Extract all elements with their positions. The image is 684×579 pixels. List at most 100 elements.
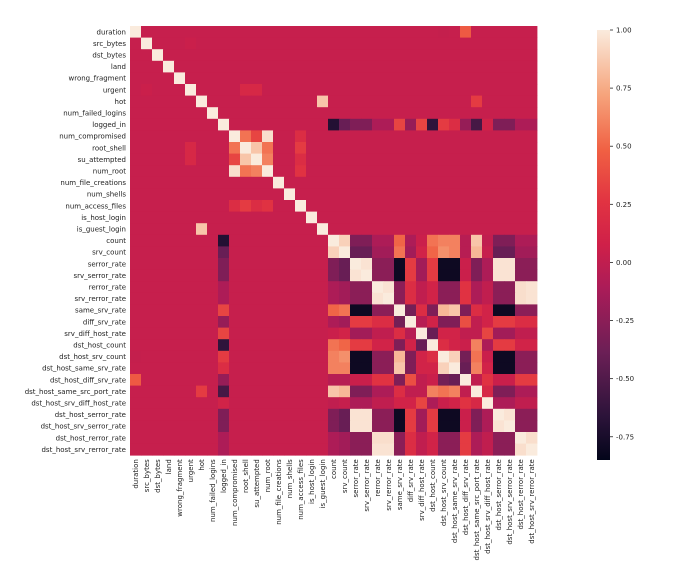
heatmap-cell: [515, 292, 527, 305]
heatmap-cell: [471, 142, 483, 154]
heatmap-cell: [526, 200, 538, 212]
heatmap-cell: [207, 118, 219, 131]
heatmap-cell: [240, 211, 252, 224]
heatmap-cell: [229, 107, 241, 120]
heatmap-cell: [482, 374, 494, 386]
heatmap-cell: [350, 142, 362, 154]
heatmap-cell: [317, 316, 329, 328]
heatmap-cell: [196, 234, 208, 247]
heatmap-cell: [361, 304, 373, 317]
heatmap-cell: [438, 397, 450, 410]
heatmap-cell: [218, 327, 230, 340]
heatmap-cell: [328, 350, 340, 363]
heatmap-cell: [196, 176, 208, 189]
heatmap-cell: [295, 350, 307, 363]
heatmap-cell: [317, 374, 329, 386]
heatmap-cell: [482, 200, 494, 212]
heatmap-cell: [317, 37, 329, 50]
heatmap-cell: [515, 49, 527, 62]
heatmap-cell: [262, 211, 274, 224]
heatmap-cell: [504, 292, 516, 305]
heatmap-cell: [394, 246, 406, 259]
heatmap-cell: [240, 304, 252, 317]
heatmap-cell: [207, 246, 219, 259]
heatmap-cell: [207, 37, 219, 50]
heatmap-cell: [372, 432, 384, 444]
heatmap-cell: [350, 443, 362, 456]
heatmap-cell: [438, 223, 450, 236]
heatmap-cell: [339, 292, 351, 305]
heatmap-cell: [306, 443, 318, 456]
heatmap-cell: [372, 72, 384, 85]
heatmap-cell: [152, 269, 164, 282]
heatmap-cell: [438, 246, 450, 259]
heatmap-cell: [262, 107, 274, 120]
heatmap-cell: [240, 95, 252, 108]
heatmap-cell: [383, 234, 395, 247]
column-label: hot: [198, 459, 206, 471]
heatmap-cell: [339, 72, 351, 85]
heatmap-cell: [152, 72, 164, 85]
heatmap-cell: [196, 246, 208, 259]
heatmap-cell: [372, 118, 384, 131]
heatmap-cell: [339, 269, 351, 282]
heatmap-cell: [196, 211, 208, 224]
heatmap-cell: [416, 72, 428, 85]
heatmap-cell: [240, 60, 252, 73]
heatmap-cell: [229, 385, 241, 398]
heatmap-cell: [251, 118, 263, 131]
heatmap-cell: [460, 188, 472, 201]
heatmap-cell: [471, 130, 483, 143]
heatmap-cell: [339, 304, 351, 317]
heatmap-cell: [471, 118, 483, 131]
heatmap-cell: [504, 142, 516, 154]
heatmap-cell: [284, 200, 296, 212]
heatmap-cell: [394, 374, 406, 386]
heatmap-cell: [449, 432, 461, 444]
heatmap-cell: [449, 339, 461, 352]
heatmap-cell: [141, 408, 153, 421]
heatmap-cell: [438, 153, 450, 166]
heatmap-cell: [416, 443, 428, 456]
heatmap-cell: [262, 153, 274, 166]
heatmap-cell: [240, 432, 252, 444]
heatmap-cell: [427, 72, 439, 85]
heatmap-cell: [405, 153, 417, 166]
heatmap-cell: [229, 130, 241, 143]
heatmap-cell: [185, 443, 197, 456]
heatmap-cell: [460, 200, 472, 212]
column-label: duration: [132, 459, 140, 488]
heatmap-cell: [152, 350, 164, 363]
heatmap-cell: [416, 95, 428, 108]
heatmap-cell: [526, 107, 538, 120]
heatmap-cell: [218, 269, 230, 282]
heatmap-cell: [361, 118, 373, 131]
heatmap-cell: [306, 176, 318, 189]
heatmap-cell: [185, 142, 197, 154]
heatmap-cell: [284, 176, 296, 189]
heatmap-cell: [416, 153, 428, 166]
heatmap-cell: [130, 72, 142, 85]
heatmap-cell: [471, 258, 483, 270]
heatmap-cell: [482, 339, 494, 352]
heatmap-cell: [460, 107, 472, 120]
heatmap-cell: [152, 118, 164, 131]
heatmap-cell: [163, 385, 175, 398]
heatmap-cell: [350, 269, 362, 282]
heatmap-cell: [317, 153, 329, 166]
heatmap-cell: [130, 188, 142, 201]
heatmap-cell: [405, 130, 417, 143]
heatmap-cell: [174, 49, 186, 62]
heatmap-cell: [185, 258, 197, 270]
heatmap-cell: [515, 385, 527, 398]
column-label: is_host_login: [308, 459, 316, 504]
heatmap-cell: [427, 142, 439, 154]
heatmap-cell: [372, 316, 384, 328]
heatmap-cell: [515, 339, 527, 352]
heatmap-cell: [493, 408, 505, 421]
heatmap-cell: [262, 165, 274, 178]
heatmap-cell: [438, 362, 450, 375]
heatmap-cell: [504, 165, 516, 178]
heatmap-cell: [383, 258, 395, 270]
heatmap-cell: [493, 304, 505, 317]
